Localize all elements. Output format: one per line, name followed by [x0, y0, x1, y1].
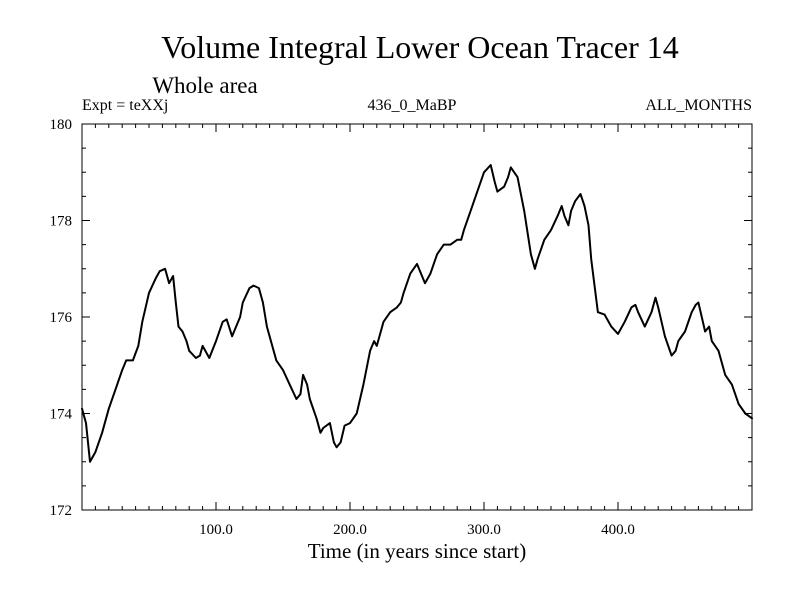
- months-label: ALL_MONTHS: [645, 97, 752, 114]
- chart-subtitle: Whole area: [152, 73, 257, 98]
- y-tick-label: 176: [50, 310, 73, 326]
- x-tick-label: 400.0: [601, 522, 635, 538]
- series-layer: [81, 164, 753, 463]
- x-tick-label: 300.0: [467, 522, 501, 538]
- run-label: 436_0_MaBP: [368, 97, 457, 114]
- x-axis: 100.0 200.0 300.0 400.0: [94, 124, 740, 538]
- y-tick-label: 174: [50, 407, 73, 423]
- plot-frame: [81, 123, 753, 511]
- x-tick-label: 100.0: [199, 522, 233, 538]
- expt-label: Expt = teXXj: [82, 97, 168, 114]
- series-line: [81, 164, 753, 463]
- y-tick-label: 172: [50, 503, 73, 519]
- y-tick-label: 178: [50, 214, 73, 230]
- x-axis-label: Time (in years since start): [308, 539, 527, 563]
- y-axis: 172 174 176 178 180: [50, 117, 752, 519]
- chart-title: Volume Integral Lower Ocean Tracer 14: [161, 29, 678, 65]
- y-tick-label: 180: [50, 117, 73, 133]
- x-tick-label: 200.0: [333, 522, 367, 538]
